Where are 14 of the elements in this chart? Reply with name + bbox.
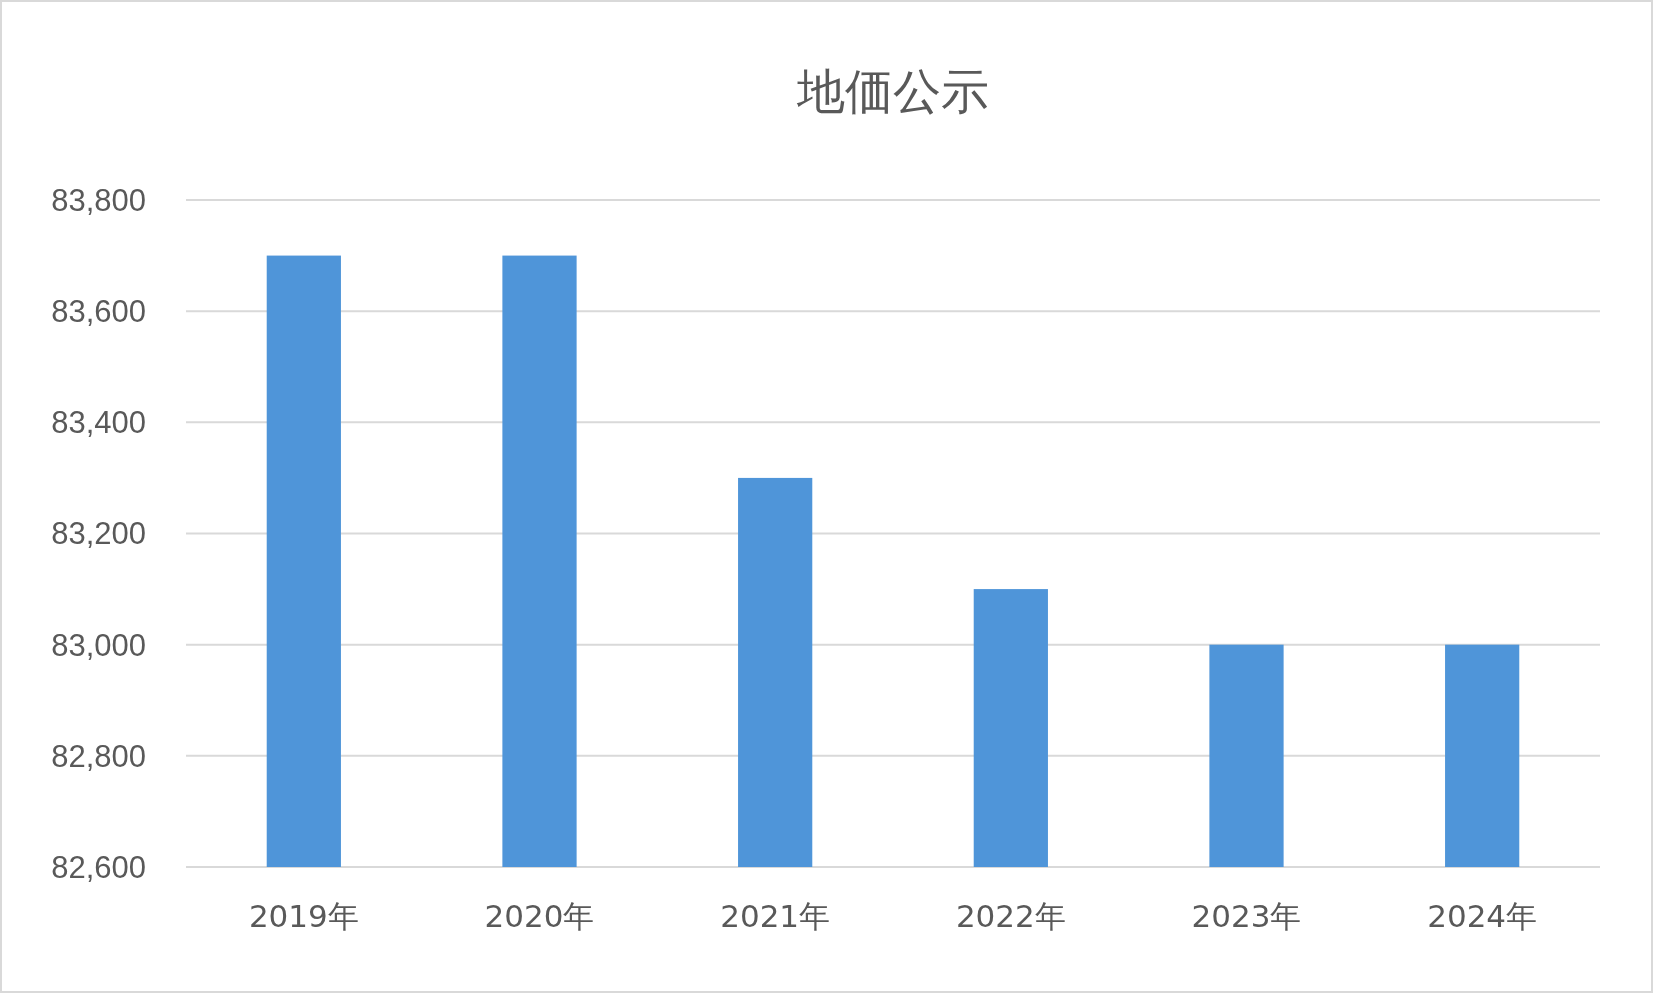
x-tick-label: 2022年 (955, 898, 1066, 934)
x-tick-label: 2021年 (720, 898, 831, 934)
y-tick-label: 83,400 (51, 405, 146, 441)
y-tick-label: 82,600 (51, 849, 146, 885)
y-tick-label: 83,000 (51, 627, 146, 663)
chart-title: 地価公示 (796, 63, 989, 119)
x-tick-label: 2024年 (1427, 898, 1538, 934)
y-tick-label: 83,800 (51, 182, 146, 218)
x-tick-label: 2019年 (248, 898, 359, 934)
y-tick-label: 82,800 (51, 738, 146, 774)
y-tick-label: 83,600 (51, 294, 146, 330)
x-tick-label: 2023年 (1191, 898, 1302, 934)
x-tick-label: 2020年 (484, 898, 595, 934)
y-tick-label: 83,200 (51, 516, 146, 552)
